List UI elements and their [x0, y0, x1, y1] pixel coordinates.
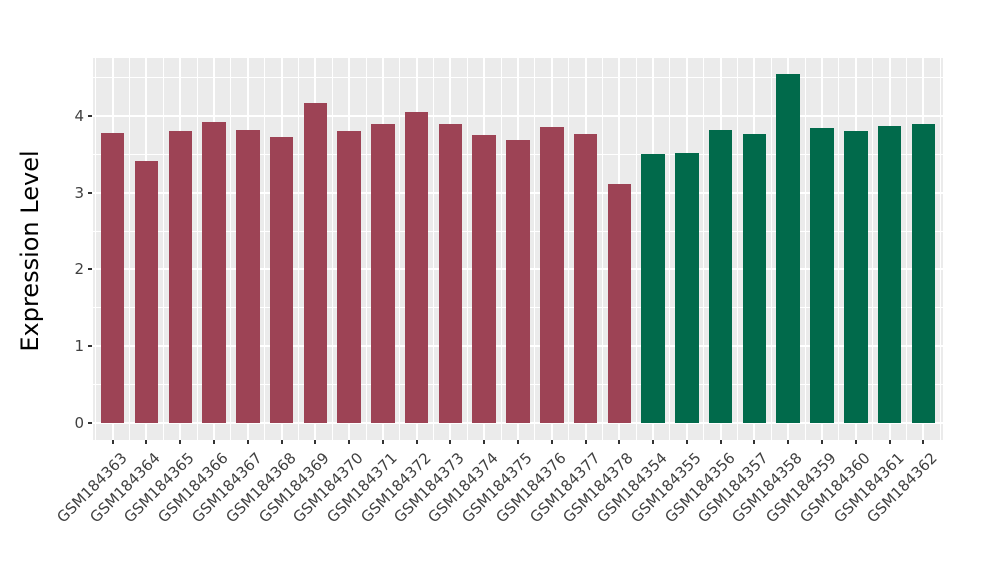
x-axis-tick: [820, 440, 823, 444]
gridline-v-minor: [872, 58, 874, 440]
bar: [134, 161, 159, 423]
gridline-v-minor: [838, 58, 840, 440]
gridline-v-minor: [601, 58, 603, 440]
bar: [641, 154, 665, 423]
bar: [404, 112, 429, 423]
x-axis-tick: [415, 440, 418, 444]
bar: [540, 126, 564, 423]
gridline-v-minor: [703, 58, 705, 440]
gridline-v-minor: [737, 58, 739, 440]
x-axis-tick: [246, 440, 249, 444]
x-axis-tick: [348, 440, 351, 444]
bar: [911, 123, 936, 423]
bar: [776, 73, 800, 423]
x-axis-tick: [753, 440, 756, 444]
gridline-v-minor: [534, 58, 536, 440]
x-axis-tick: [179, 440, 182, 444]
bar: [337, 131, 361, 423]
x-axis-tick: [787, 440, 790, 444]
bar: [877, 126, 902, 423]
gridline-v-minor: [500, 58, 502, 440]
bar: [506, 139, 530, 423]
gridline-v-minor: [669, 58, 671, 440]
x-axis-tick: [550, 440, 553, 444]
bar: [573, 133, 598, 423]
gridline-v-minor: [365, 58, 367, 440]
y-tick-label: 0: [74, 413, 84, 432]
bar: [844, 131, 868, 423]
x-axis-tick: [111, 440, 114, 444]
x-axis-tick: [584, 440, 587, 444]
bar: [303, 103, 328, 423]
x-axis-tick: [922, 440, 925, 444]
y-axis-tick: [88, 345, 92, 348]
y-tick-label: 2: [74, 260, 84, 279]
gridline-v-minor: [770, 58, 772, 440]
bar: [100, 132, 125, 423]
bar: [202, 122, 226, 423]
x-axis-tick: [652, 440, 655, 444]
y-tick-label: 4: [74, 107, 84, 126]
gridline-v-minor: [264, 58, 266, 440]
y-axis-title: Expression Level: [16, 150, 44, 352]
x-axis-tick: [145, 440, 148, 444]
gridline-v-minor: [230, 58, 232, 440]
bar: [607, 183, 632, 423]
bar: [742, 133, 767, 423]
bar: [168, 131, 192, 423]
gridline-v-minor: [95, 58, 97, 440]
gridline-v-minor: [804, 58, 806, 440]
bar: [675, 152, 699, 423]
y-axis-tick: [88, 421, 92, 424]
plot-panel: [93, 58, 943, 440]
gridline-v-minor: [905, 58, 907, 440]
bar: [472, 135, 496, 423]
bar: [438, 123, 463, 423]
x-axis-tick: [483, 440, 486, 444]
y-tick-label: 3: [74, 183, 84, 202]
bar: [236, 129, 260, 423]
x-axis-tick: [381, 440, 384, 444]
x-axis-tick: [280, 440, 283, 444]
x-axis-tick: [685, 440, 688, 444]
gridline-v-minor: [196, 58, 198, 440]
x-axis-tick: [449, 440, 452, 444]
y-axis-tick: [88, 115, 92, 118]
gridline-v-minor: [399, 58, 401, 440]
bar: [708, 129, 733, 423]
gridline-v-minor: [939, 58, 941, 440]
y-axis-tick: [88, 191, 92, 194]
y-axis-tick: [88, 268, 92, 271]
x-axis-tick: [888, 440, 891, 444]
gridline-v-minor: [635, 58, 637, 440]
y-tick-label: 1: [74, 337, 84, 356]
gridline-v-minor: [568, 58, 570, 440]
gridline-v-minor: [466, 58, 468, 440]
x-axis-tick: [213, 440, 216, 444]
x-axis-tick: [517, 440, 519, 444]
gridline-v-minor: [433, 58, 435, 440]
gridline-v-minor: [331, 58, 333, 440]
gridline-v-minor: [162, 58, 164, 440]
x-axis-tick: [618, 440, 621, 444]
bar: [810, 128, 834, 423]
gridline-v-minor: [129, 58, 131, 440]
bar: [371, 123, 395, 423]
bar: [269, 136, 294, 423]
x-axis-tick: [854, 440, 857, 444]
gridline-v-minor: [297, 58, 299, 440]
x-axis-tick: [719, 440, 722, 444]
x-axis-tick: [314, 440, 317, 444]
